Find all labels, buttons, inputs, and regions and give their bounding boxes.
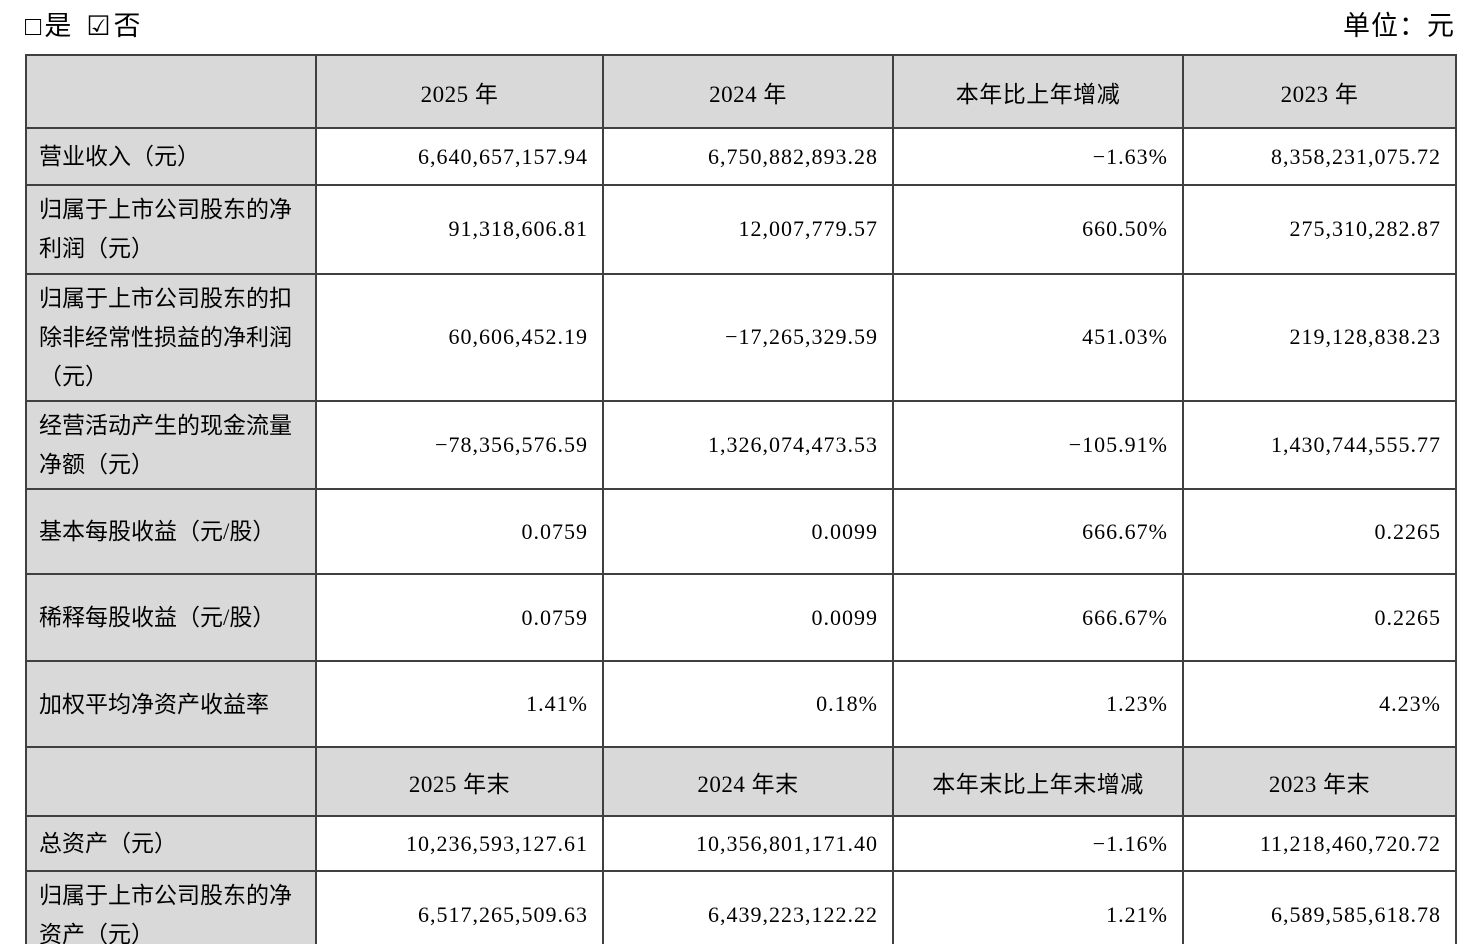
cell-2024: 0.0099 (602, 573, 894, 663)
header-2024: 2024 年 (602, 54, 894, 130)
table-row-net-profit: 归属于上市公司股东的净利润（元） 91,318,606.81 12,007,77… (25, 184, 1457, 275)
cell-change: 666.67% (892, 573, 1184, 663)
checkbox-no-label: 否 (113, 11, 142, 41)
header-2023-end: 2023 年末 (1182, 746, 1457, 818)
table-row-diluted-eps: 稀释每股收益（元/股） 0.0759 0.0099 666.67% 0.2265 (25, 573, 1457, 663)
cell-change: 660.50% (892, 184, 1184, 275)
table-row-total-assets: 总资产（元） 10,236,593,127.61 10,356,801,171.… (25, 815, 1457, 873)
cell-2025: 6,640,657,157.94 (315, 127, 604, 187)
cell-2023: 4.23% (1182, 660, 1457, 749)
table-row-weighted-avg-roe: 加权平均净资产收益率 1.41% 0.18% 1.23% 4.23% (25, 660, 1457, 749)
cell-change: −1.63% (892, 127, 1184, 187)
cell-2023: 1,430,744,555.77 (1182, 399, 1457, 491)
unit-label: 单位：元 (1343, 11, 1455, 41)
row-label: 总资产（元） (25, 815, 317, 873)
cell-2023: 275,310,282.87 (1182, 184, 1457, 275)
header-2024-end: 2024 年末 (602, 746, 894, 818)
corner-cell (25, 54, 317, 130)
row-label: 归属于上市公司股东的净利润（元） (25, 184, 317, 275)
row-label: 经营活动产生的现金流量净额（元） (25, 399, 317, 491)
row-label: 基本每股收益（元/股） (25, 488, 317, 576)
cell-2025: 1.41% (315, 660, 604, 749)
yes-no-checkboxes: □是 ☑否 (25, 10, 156, 42)
row-label: 营业收入（元） (25, 127, 317, 187)
cell-2024: 12,007,779.57 (602, 184, 894, 275)
cell-2025: 60,606,452.19 (315, 272, 604, 402)
cell-2023: 11,218,460,720.72 (1182, 815, 1457, 873)
cell-2025: −78,356,576.59 (315, 399, 604, 491)
checkbox-yes-label: 是 (44, 11, 73, 41)
cell-2025: 0.0759 (315, 573, 604, 663)
cell-2024: 0.18% (602, 660, 894, 749)
cell-change: 451.03% (892, 272, 1184, 402)
header-end-change: 本年末比上年末增减 (892, 746, 1184, 818)
cell-2024: 10,356,801,171.40 (602, 815, 894, 873)
cell-2025: 10,236,593,127.61 (315, 815, 604, 873)
header-2025: 2025 年 (315, 54, 604, 130)
cell-2024: −17,265,329.59 (602, 272, 894, 402)
cell-2024: 6,439,223,122.22 (602, 870, 894, 944)
corner-cell (25, 746, 317, 818)
cell-change: 1.23% (892, 660, 1184, 749)
row-label: 归属于上市公司股东的净资产（元） (25, 870, 317, 944)
cell-change: −1.16% (892, 815, 1184, 873)
table-row-operating-cash-flow: 经营活动产生的现金流量净额（元） −78,356,576.59 1,326,07… (25, 399, 1457, 491)
table-row-revenue: 营业收入（元） 6,640,657,157.94 6,750,882,893.2… (25, 127, 1457, 187)
table-row-net-assets: 归属于上市公司股东的净资产（元） 6,517,265,509.63 6,439,… (25, 870, 1457, 944)
cell-2025: 91,318,606.81 (315, 184, 604, 275)
cell-2024: 1,326,074,473.53 (602, 399, 894, 491)
row-label: 加权平均净资产收益率 (25, 660, 317, 749)
table-row-net-profit-deducted: 归属于上市公司股东的扣除非经常性损益的净利润（元） 60,606,452.19 … (25, 272, 1457, 402)
table-row-basic-eps: 基本每股收益（元/股） 0.0759 0.0099 666.67% 0.2265 (25, 488, 1457, 576)
cell-2023: 219,128,838.23 (1182, 272, 1457, 402)
financial-summary-table: 2025 年 2024 年 本年比上年增减 2023 年 营业收入（元） 6,6… (25, 54, 1457, 944)
cell-change: 1.21% (892, 870, 1184, 944)
row-label: 归属于上市公司股东的扣除非经常性损益的净利润（元） (25, 272, 317, 402)
table-header-year-end: 2025 年末 2024 年末 本年末比上年末增减 2023 年末 (25, 746, 1457, 818)
table-header-year: 2025 年 2024 年 本年比上年增减 2023 年 (25, 54, 1457, 130)
cell-change: 666.67% (892, 488, 1184, 576)
cell-2023: 0.2265 (1182, 488, 1457, 576)
header-change: 本年比上年增减 (892, 54, 1184, 130)
checkbox-yes[interactable]: □是 (25, 11, 72, 41)
cell-2025: 6,517,265,509.63 (315, 870, 604, 944)
checkbox-yes-box-icon[interactable]: □ (25, 11, 43, 41)
topbar: □是 ☑否 单位：元 (25, 10, 1455, 42)
row-label: 稀释每股收益（元/股） (25, 573, 317, 663)
cell-change: −105.91% (892, 399, 1184, 491)
cell-2023: 0.2265 (1182, 573, 1457, 663)
header-2023: 2023 年 (1182, 54, 1457, 130)
cell-2024: 6,750,882,893.28 (602, 127, 894, 187)
cell-2025: 0.0759 (315, 488, 604, 576)
header-2025-end: 2025 年末 (315, 746, 604, 818)
checkbox-no[interactable]: ☑否 (86, 11, 141, 41)
cell-2024: 0.0099 (602, 488, 894, 576)
cell-2023: 8,358,231,075.72 (1182, 127, 1457, 187)
checkbox-no-checked-icon[interactable]: ☑ (86, 11, 112, 41)
cell-2023: 6,589,585,618.78 (1182, 870, 1457, 944)
